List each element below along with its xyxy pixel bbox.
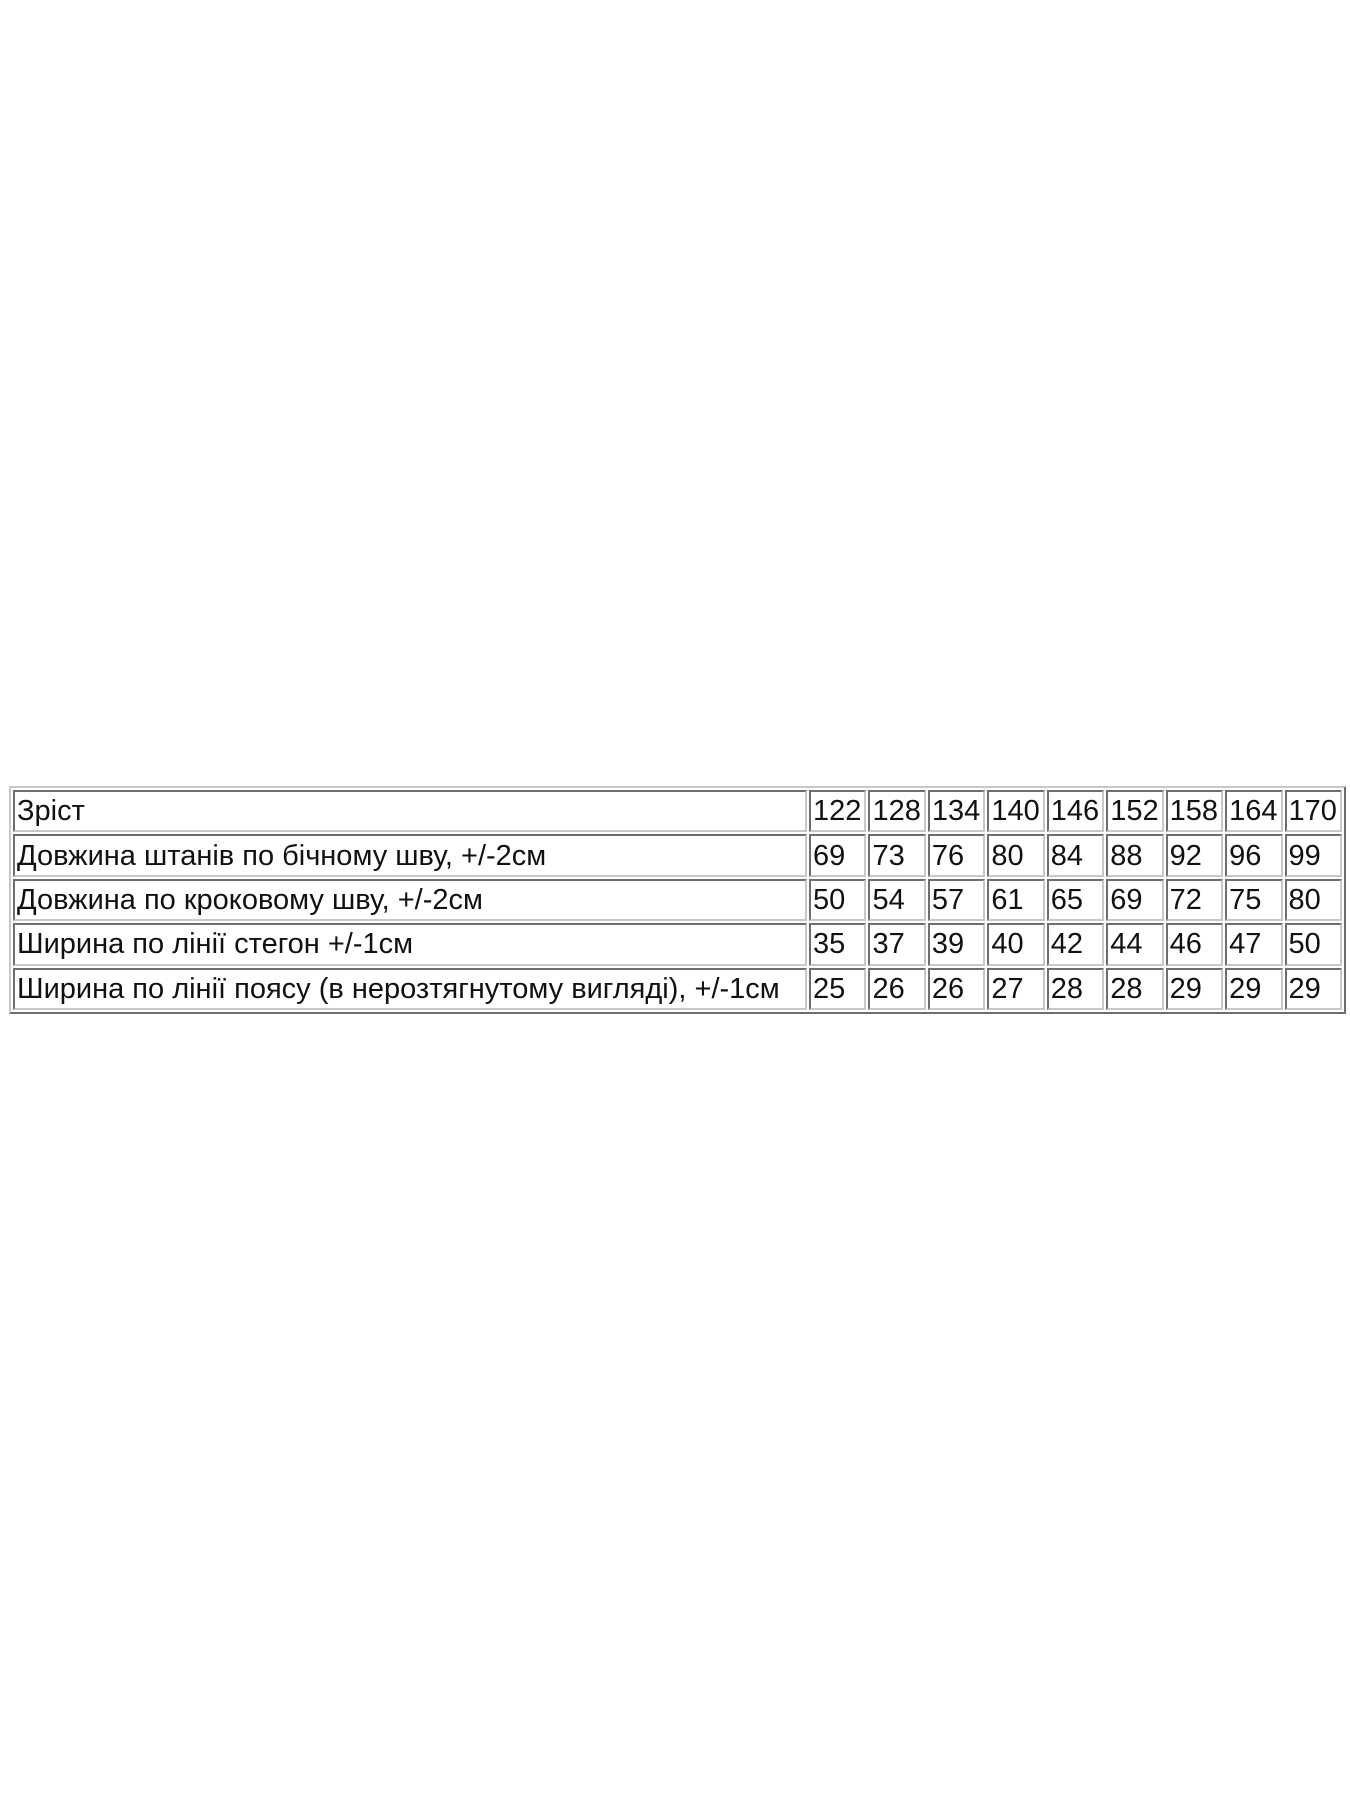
size-header-cell: 140 (987, 790, 1045, 833)
table-row: Ширина по лінії стегон +/-1см 35 37 39 40 42 4… (13, 923, 1342, 966)
value-cell: 84 (1046, 834, 1105, 877)
value-cell: 69 (1106, 878, 1164, 922)
row-label: Зріст (13, 790, 807, 833)
row-label: Довжина по кроковому шву, +/-2см (13, 878, 807, 922)
header-row: Зріст 122 128 134 140 146 152 158 164 170 (13, 790, 1342, 833)
value-cell: 80 (987, 834, 1045, 877)
size-header-cell: 152 (1106, 790, 1164, 833)
value-cell: 35 (809, 923, 867, 966)
value-cell: 46 (1165, 923, 1224, 966)
value-cell: 73 (868, 834, 926, 877)
table-row: Довжина по кроковому шву, +/-2см 50 54 57 61… (13, 878, 1342, 922)
value-cell: 29 (1284, 967, 1342, 1010)
value-cell: 42 (1046, 923, 1105, 966)
value-cell: 44 (1106, 923, 1164, 966)
table-row: Довжина штанів по бічному шву, +/-2см 69 7… (13, 834, 1342, 877)
value-cell: 25 (809, 967, 867, 1010)
size-header-cell: 170 (1284, 790, 1342, 833)
value-cell: 29 (1225, 967, 1283, 1010)
row-label: Ширина по лінії стегон +/-1см (13, 923, 807, 966)
value-cell: 92 (1165, 834, 1224, 877)
value-cell: 50 (1284, 923, 1342, 966)
value-cell: 99 (1284, 834, 1342, 877)
value-cell: 26 (927, 967, 986, 1010)
value-cell: 57 (927, 878, 986, 922)
size-header-cell: 158 (1165, 790, 1224, 833)
value-cell: 27 (987, 967, 1045, 1010)
size-header-cell: 146 (1046, 790, 1105, 833)
size-header-cell: 122 (809, 790, 867, 833)
value-cell: 28 (1106, 967, 1164, 1010)
value-cell: 88 (1106, 834, 1164, 877)
size-header-cell: 134 (927, 790, 986, 833)
size-table: Зріст 122 128 134 140 146 152 158 164 170 Довжина … (9, 786, 1346, 1014)
size-header-cell: 128 (868, 790, 926, 833)
value-cell: 37 (868, 923, 926, 966)
value-cell: 39 (927, 923, 986, 966)
value-cell: 29 (1165, 967, 1224, 1010)
value-cell: 96 (1225, 834, 1283, 877)
table-row: Ширина по лінії поясу (в нерозтягнутому … (13, 967, 1342, 1010)
value-cell: 26 (868, 967, 926, 1010)
value-cell: 50 (809, 878, 867, 922)
value-cell: 69 (809, 834, 867, 877)
value-cell: 40 (987, 923, 1045, 966)
value-cell: 61 (987, 878, 1045, 922)
value-cell: 65 (1046, 878, 1105, 922)
value-cell: 54 (868, 878, 926, 922)
row-label: Довжина штанів по бічному шву, +/-2см (13, 834, 807, 877)
value-cell: 80 (1284, 878, 1342, 922)
value-cell: 28 (1046, 967, 1105, 1010)
row-label: Ширина по лінії поясу (в нерозтягнутому … (13, 967, 807, 1010)
value-cell: 75 (1225, 878, 1283, 922)
value-cell: 72 (1165, 878, 1224, 922)
value-cell: 47 (1225, 923, 1283, 966)
size-header-cell: 164 (1225, 790, 1283, 833)
value-cell: 76 (927, 834, 986, 877)
